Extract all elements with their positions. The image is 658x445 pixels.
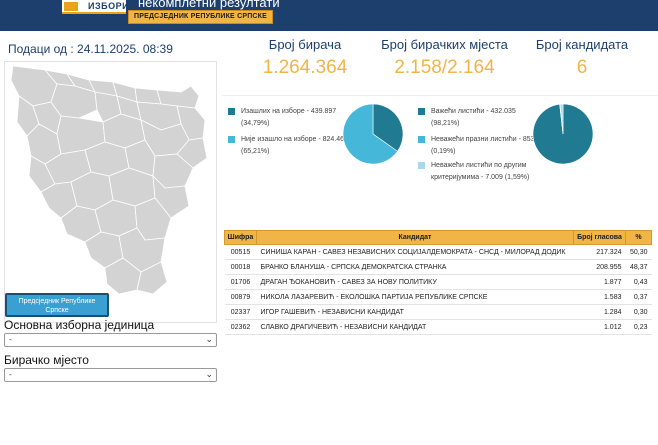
candidate-percent: 0,30 xyxy=(625,304,652,320)
election-type-button[interactable]: Предсједник Републике Српске xyxy=(5,293,109,317)
legend-text: Неважећи празни листићи - 853 (0,19%) xyxy=(431,136,535,155)
column-header-code[interactable]: Шифра xyxy=(224,230,257,245)
map-region-south-13 xyxy=(136,261,168,295)
header-bar: ИЗБОРИ некомплетни резултати ПРЕДСЈЕДНИК… xyxy=(0,0,658,31)
chevron-down-icon: ⌄ xyxy=(205,370,213,380)
table-row[interactable]: 02337 ИГОР ГАШЕВИЋ - НЕЗАВИСНИ КАНДИДАТ … xyxy=(224,304,652,320)
stat-label: Број кандидата xyxy=(535,37,629,52)
candidate-percent: 50,30 xyxy=(625,244,652,260)
candidate-code: 01706 xyxy=(224,274,257,290)
legend-swatch xyxy=(418,136,425,143)
column-header-percent[interactable]: % xyxy=(625,230,652,245)
left-panel: Подаци од : 24.11.2025. 08:39 xyxy=(0,37,219,445)
candidate-name: СИНИША КАРАН - САВЕЗ НЕЗАВИСНИХ СОЦИЈАЛД… xyxy=(256,244,574,260)
stat-label: Број бирача xyxy=(268,37,342,52)
legend-swatch xyxy=(418,108,425,115)
station-label: Бирачко мјесто xyxy=(4,353,89,367)
legend-text: Важећи листићи - 432.035 (98,21%) xyxy=(431,108,516,127)
candidate-votes: 1.284 xyxy=(573,304,626,320)
pie-slice-1[interactable] xyxy=(342,103,398,165)
logo-text: ИЗБОРИ xyxy=(88,1,130,11)
unit-label: Основна изборна јединица xyxy=(4,318,155,332)
station-select[interactable]: - ⌄ xyxy=(4,368,217,382)
municipality-map[interactable] xyxy=(5,62,216,322)
logo: ИЗБОРИ xyxy=(62,0,130,14)
candidate-name: НИКОЛА ЛАЗАРЕВИЋ - ЕКОЛОШКА ПАРТИЈА РЕПУ… xyxy=(256,289,574,305)
candidate-votes: 208.955 xyxy=(573,259,626,275)
legend-text: Неважећи листићи по другим критеријумима… xyxy=(431,162,530,181)
header-title: некомплетни резултати xyxy=(138,0,280,10)
table-header-row: Шифра Кандидат Број гласова % xyxy=(224,230,652,245)
legend-swatch xyxy=(418,162,425,169)
legend-text: Није изашло на изборе - 824.467 (65,21%) xyxy=(241,136,348,155)
pie-slice-0[interactable] xyxy=(372,103,404,152)
candidate-percent: 0,43 xyxy=(625,274,652,290)
region-map[interactable]: + - xyxy=(4,61,217,323)
stat-polling-stations: Број бирачких мјеста 2.158/2.164 xyxy=(377,37,512,79)
pie-slice-2[interactable] xyxy=(559,103,564,135)
ballot-pie-chart xyxy=(532,103,594,165)
candidate-name: ИГОР ГАШЕВИЋ - НЕЗАВИСНИ КАНДИДАТ xyxy=(256,304,574,320)
table-row[interactable]: 00515 СИНИША КАРАН - САВЕЗ НЕЗАВИСНИХ СО… xyxy=(224,244,652,260)
election-badge[interactable]: ПРЕДСЈЕДНИК РЕПУБЛИКЕ СРПСКЕ xyxy=(128,10,274,24)
candidate-percent: 48,37 xyxy=(625,259,652,275)
map-region-center-1 xyxy=(50,83,98,119)
candidate-name: БРАНКО БЛАНУША - СРПСКА ДЕМОКРАТСКА СТРА… xyxy=(256,259,574,275)
candidate-votes: 1.583 xyxy=(573,289,626,305)
results-table: Шифра Кандидат Број гласова % 00515 СИНИ… xyxy=(224,230,652,335)
candidate-percent: 0,23 xyxy=(625,319,652,335)
stat-voters: Број бирача 1.264.364 xyxy=(250,37,360,79)
stat-label: Број бирачких мјеста xyxy=(381,37,508,52)
logo-mark xyxy=(64,2,78,11)
legend-swatch xyxy=(228,108,235,115)
candidate-code: 00018 xyxy=(224,259,257,275)
candidate-code: 00515 xyxy=(224,244,257,260)
table-row[interactable]: 00879 НИКОЛА ЛАЗАРЕВИЋ - ЕКОЛОШКА ПАРТИЈ… xyxy=(224,289,652,305)
candidate-votes: 217.324 xyxy=(573,244,626,260)
legend-text: Изашлих на изборе - 439.897 (34,79%) xyxy=(241,108,337,127)
candidate-code: 02362 xyxy=(224,319,257,335)
stat-candidates: Број кандидата 6 xyxy=(532,37,632,79)
column-header-candidate[interactable]: Кандидат xyxy=(256,230,574,245)
legend-swatch xyxy=(228,136,235,143)
candidate-code: 02337 xyxy=(224,304,257,320)
candidate-name: ДРАГАН ЂОКАНОВИЋ - САВЕЗ ЗА НОВУ ПОЛИТИК… xyxy=(256,274,574,290)
turnout-pie-chart xyxy=(342,103,404,165)
stat-value: 1.264.364 xyxy=(262,57,348,78)
stat-value: 6 xyxy=(576,57,588,78)
stat-value: 2.158/2.164 xyxy=(394,57,495,78)
charts-panel: Изашлих на изборе - 439.897 (34,79%) Ниј… xyxy=(222,95,658,215)
candidate-code: 00879 xyxy=(224,289,257,305)
candidate-votes: 1.877 xyxy=(573,274,626,290)
data-timestamp: Подаци од : 24.11.2025. 08:39 xyxy=(8,42,173,56)
unit-select[interactable]: - ⌄ xyxy=(4,333,217,347)
unit-select-value: - xyxy=(9,335,12,344)
table-row[interactable]: 02362 СЛАВКО ДРАГИЧЕВИЋ - НЕЗАВИСНИ КАНД… xyxy=(224,319,652,335)
stats-panel: Број бирача 1.264.364 Број бирачких мјес… xyxy=(222,37,658,87)
candidate-votes: 1.012 xyxy=(573,319,626,335)
table-row[interactable]: 01706 ДРАГАН ЂОКАНОВИЋ - САВЕЗ ЗА НОВУ П… xyxy=(224,274,652,290)
candidate-name: СЛАВКО ДРАГИЧЕВИЋ - НЕЗАВИСНИ КАНДИДАТ xyxy=(256,319,574,335)
candidate-percent: 0,37 xyxy=(625,289,652,305)
table-row[interactable]: 00018 БРАНКО БЛАНУША - СРПСКА ДЕМОКРАТСК… xyxy=(224,259,652,275)
chevron-down-icon: ⌄ xyxy=(205,335,213,345)
station-select-value: - xyxy=(9,370,12,379)
column-header-votes[interactable]: Број гласова xyxy=(573,230,626,245)
